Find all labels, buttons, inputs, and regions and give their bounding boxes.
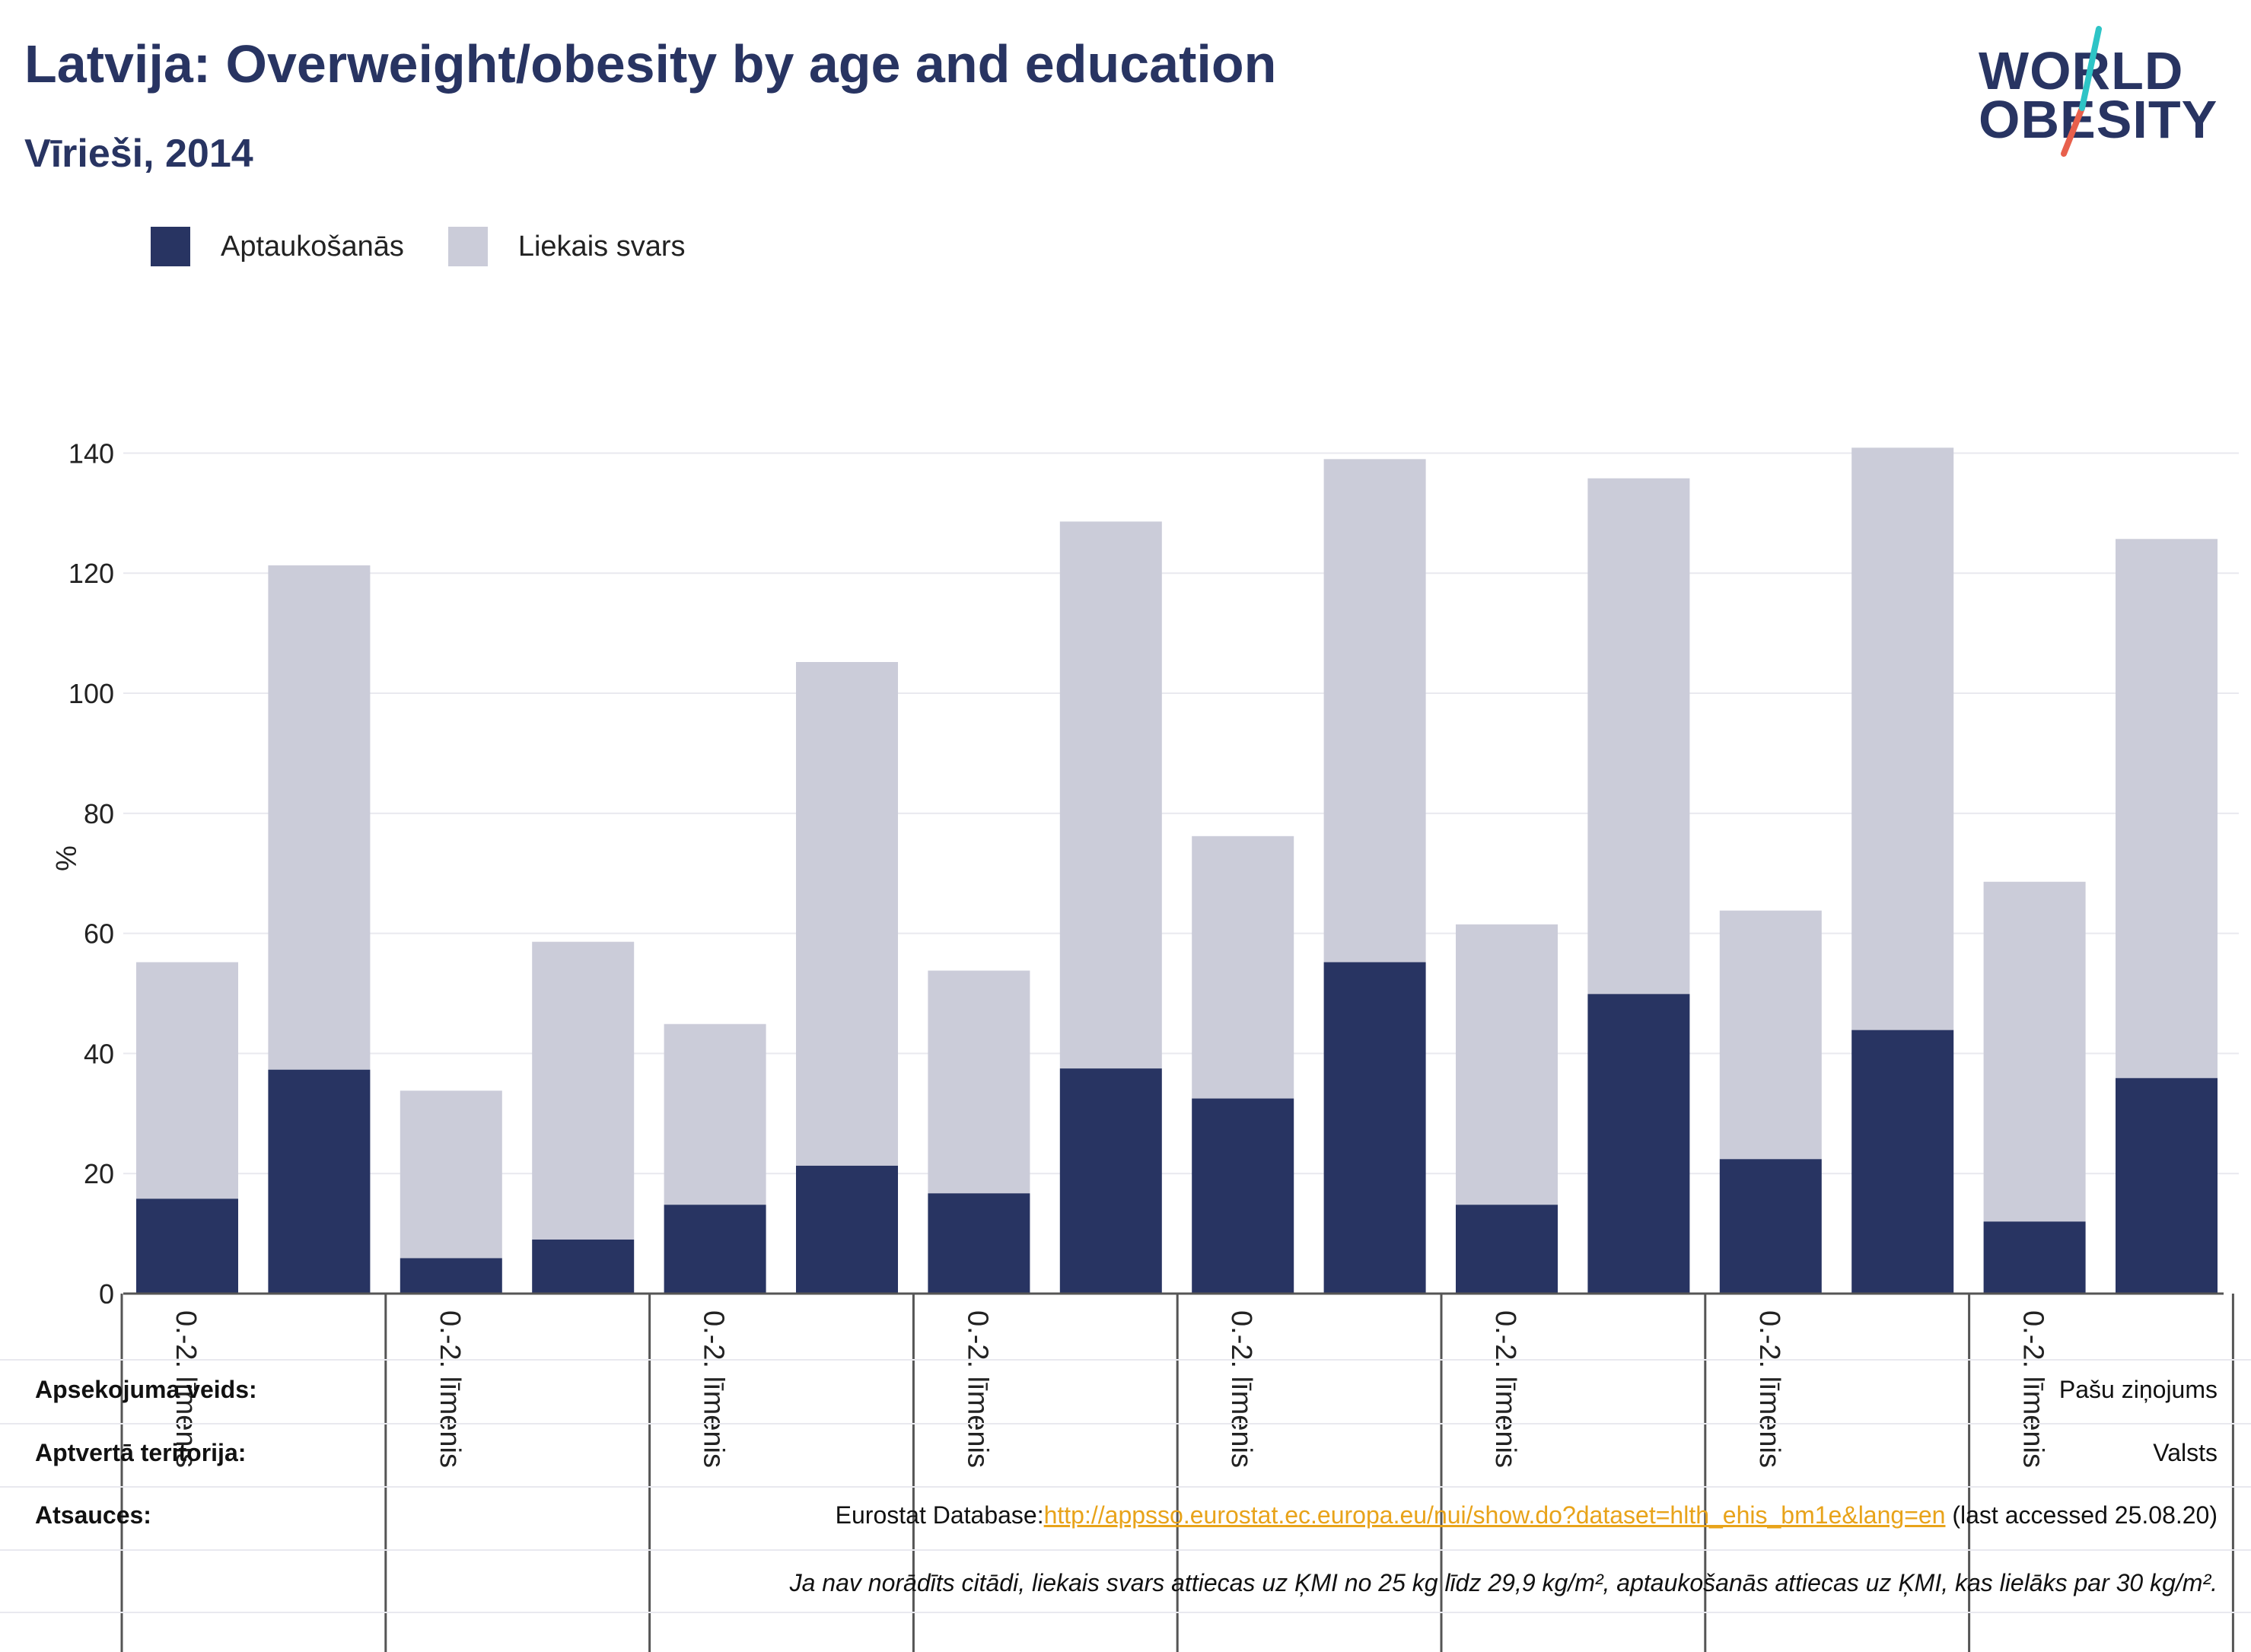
x-tick-label: 0.-2. līmenis — [1753, 1310, 1785, 1468]
source-suffix: (last accessed 25.08.20) — [1945, 1501, 2218, 1529]
bar-obesity — [1456, 1205, 1558, 1294]
info-value-sources: Eurostat Database:http://appsso.eurostat… — [836, 1501, 2218, 1529]
legend-swatch-overweight — [447, 227, 488, 266]
bar-overweight — [664, 1023, 766, 1205]
bar-overweight — [2116, 539, 2218, 1078]
bar-overweight — [1456, 924, 1558, 1205]
bar-obesity — [136, 1198, 238, 1294]
bar-obesity — [928, 1193, 1030, 1294]
table-divider — [0, 1549, 2251, 1551]
y-tick-label: 80 — [84, 798, 114, 829]
y-tick-label: 140 — [68, 438, 114, 469]
logo-slash-icon — [2061, 26, 2102, 157]
info-row-sources: Atsauces: Eurostat Database:http://appss… — [0, 1488, 2251, 1552]
bar-obesity — [268, 1069, 371, 1294]
legend: Aptaukošanās Liekais svars — [151, 227, 685, 266]
bar-obesity — [400, 1258, 502, 1294]
bar-overweight — [1323, 459, 1426, 963]
legend-item-obesity[interactable]: Aptaukošanās — [151, 227, 404, 266]
y-tick-label: 60 — [84, 918, 114, 950]
source-link[interactable]: http://appsso.eurostat.ec.europa.eu/nui/… — [1043, 1501, 1946, 1529]
bar-overweight — [1059, 521, 1162, 1069]
bar-obesity — [1851, 1030, 1954, 1294]
bar-obesity — [1323, 962, 1426, 1294]
bar-overweight — [532, 941, 635, 1240]
info-key-sources: Atsauces: — [35, 1501, 151, 1529]
world-obesity-logo: WORLD OBESITY — [1979, 23, 2237, 160]
bar-overweight — [1587, 478, 1690, 995]
table-divider — [0, 1486, 2251, 1488]
bar-overweight — [928, 970, 1030, 1194]
bar-obesity — [2116, 1077, 2218, 1294]
definition-note: Ja nav norādīts citādi, liekais svars at… — [789, 1569, 2218, 1596]
bar-overweight — [268, 565, 371, 1070]
info-key-territory: Aptvertā teritorija: — [35, 1439, 247, 1466]
x-tick-label: 0.-2. līmenis — [2017, 1310, 2049, 1468]
chart-title: Latvija: Overweight/obesity by age and e… — [24, 34, 1277, 94]
legend-label-overweight: Liekais svars — [517, 230, 686, 263]
y-tick-label: 120 — [68, 558, 114, 589]
table-divider — [0, 1359, 2251, 1361]
y-tick-label: 20 — [84, 1158, 114, 1189]
y-tick-label: 100 — [68, 678, 114, 709]
x-tick-label: 0.-2. līmenis — [1489, 1310, 1521, 1468]
x-tick-label: 0.-2. līmenis — [434, 1310, 466, 1468]
legend-swatch-obesity — [151, 227, 190, 266]
bar-obesity — [1059, 1068, 1162, 1294]
info-value-survey-type: Pašu ziņojums — [2058, 1376, 2218, 1403]
bar-overweight — [1719, 910, 1822, 1160]
y-tick-label: 40 — [84, 1038, 114, 1069]
bar-obesity — [1719, 1159, 1822, 1294]
x-tick-label: 0.-2. līmenis — [1225, 1310, 1257, 1468]
bar-overweight — [136, 962, 238, 1199]
table-divider — [0, 1423, 2251, 1424]
chart-subtitle: Vīrieši, 2014 — [24, 132, 253, 176]
y-tick-label: 0 — [99, 1278, 114, 1310]
bar-overweight — [400, 1090, 502, 1259]
x-tick-label: 0.-2. līmenis — [170, 1310, 202, 1468]
logo-text-line2: OBESITY — [1979, 90, 2218, 149]
x-tick-label: 0.-2. līmenis — [961, 1310, 993, 1468]
source-prefix: Eurostat Database: — [835, 1501, 1044, 1529]
info-value-territory: Valsts — [2153, 1439, 2218, 1466]
info-row-survey-type: Apsekojuma veids: Pašu ziņojums — [0, 1362, 2251, 1426]
bar-obesity — [532, 1239, 635, 1294]
legend-item-overweight[interactable]: Liekais svars — [447, 227, 686, 266]
bar-obesity — [1192, 1098, 1294, 1294]
table-divider — [0, 1612, 2251, 1613]
bar-obesity — [796, 1165, 898, 1294]
bar-overweight — [796, 662, 898, 1166]
y-axis-title: % — [49, 845, 81, 871]
info-key-survey-type: Apsekojuma veids: — [35, 1376, 257, 1403]
bar-overweight — [1983, 881, 2086, 1222]
bar-obesity — [1983, 1221, 2086, 1294]
legend-label-obesity: Aptaukošanās — [221, 230, 404, 263]
logo-text-line1: WORLD — [1979, 41, 2184, 100]
bar-obesity — [664, 1205, 766, 1294]
bar-overweight — [1192, 836, 1294, 1099]
bar-obesity — [1587, 994, 1690, 1294]
bar-overweight — [1851, 447, 1954, 1030]
info-row-territory: Aptvertā teritorija: Valsts — [0, 1425, 2251, 1489]
x-tick-label: 0.-2. līmenis — [698, 1310, 730, 1468]
